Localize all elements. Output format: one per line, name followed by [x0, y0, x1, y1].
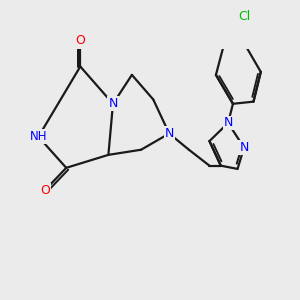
Text: N: N [239, 141, 249, 154]
Text: N: N [108, 97, 118, 110]
Text: N: N [224, 116, 233, 130]
Text: NH: NH [30, 130, 47, 143]
Text: O: O [40, 184, 50, 197]
Text: Cl: Cl [238, 10, 250, 23]
Text: N: N [164, 127, 174, 140]
Text: O: O [75, 34, 85, 47]
